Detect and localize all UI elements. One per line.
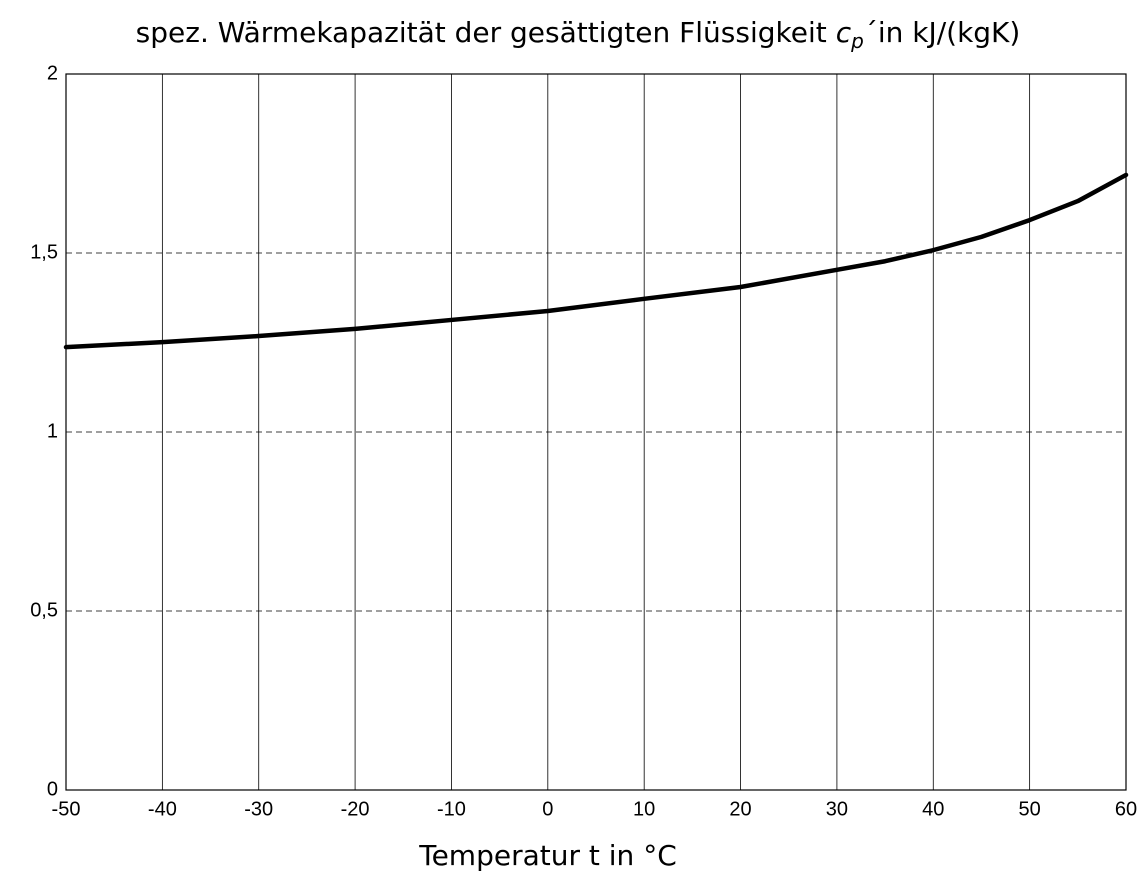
- title-subscript: p: [850, 29, 864, 53]
- chart-title: spez. Wärmekapazität der gesättigten Flü…: [136, 16, 1021, 53]
- x-tick-label: 50: [1019, 798, 1041, 820]
- y-tick-label: 1: [47, 420, 58, 442]
- x-axis-label: Temperatur t in °C: [418, 839, 677, 872]
- y-tick-label: 1,5: [30, 241, 58, 263]
- x-tick-label: -30: [244, 798, 273, 820]
- x-tick-label: -40: [148, 798, 177, 820]
- x-tick-label: -20: [341, 798, 370, 820]
- x-tick-label: 30: [826, 798, 848, 820]
- x-tick-label: 40: [922, 798, 944, 820]
- y-tick-label: 0,5: [30, 599, 58, 621]
- y-tick-label: 2: [47, 62, 58, 84]
- x-tick-label: 20: [729, 798, 751, 820]
- plot-frame: [65, 73, 1127, 791]
- x-tick-label: 10: [633, 798, 655, 820]
- y-tick-label: 0: [47, 778, 58, 800]
- data-line: [63, 172, 1129, 350]
- title-symbol: c: [836, 16, 852, 49]
- x-tick-label: -50: [52, 798, 81, 820]
- title-unit: ´in kJ/(kgK): [864, 16, 1021, 49]
- title-text: spez. Wärmekapazität der gesättigten Flü…: [136, 16, 827, 49]
- x-tick-label: 0: [542, 798, 553, 820]
- x-tick-label: 60: [1115, 798, 1137, 820]
- x-tick-label: -10: [437, 798, 466, 820]
